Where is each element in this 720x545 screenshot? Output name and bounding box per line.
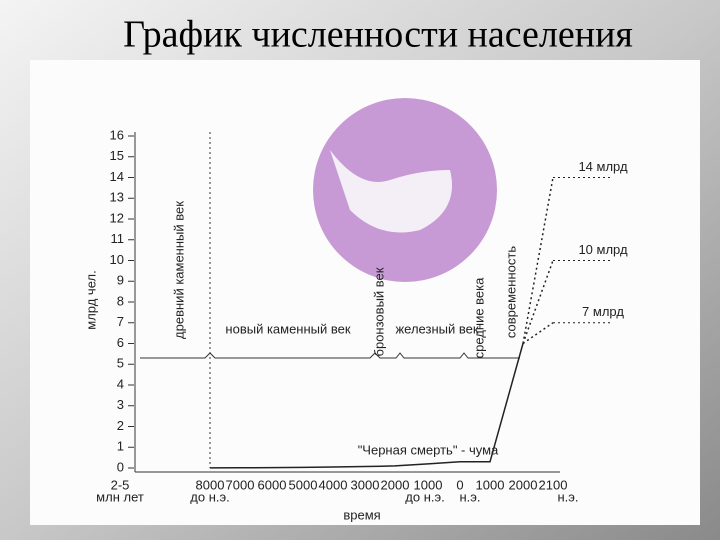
- annotation: древний каменный век: [171, 201, 186, 339]
- y-tick-label: 15: [110, 148, 124, 163]
- annotation: современность: [503, 246, 518, 338]
- population-line: [522, 322, 554, 345]
- data-label: 10 млрд: [578, 242, 628, 257]
- x-tick-label: 6000: [258, 477, 287, 492]
- x-axis-label: время: [343, 507, 380, 522]
- era-brace: [140, 352, 520, 359]
- globe-cloud: [330, 150, 452, 233]
- data-label: 14 млрд: [578, 159, 628, 174]
- x-sublabel: млн лет: [96, 489, 144, 504]
- annotation: новый каменный век: [225, 321, 350, 336]
- x-tick-label: 1000: [414, 477, 443, 492]
- y-tick-label: 2: [117, 418, 124, 433]
- data-label: 7 млрд: [582, 304, 624, 319]
- x-tick-label: 7000: [226, 477, 255, 492]
- y-tick-label: 4: [117, 376, 124, 391]
- x-tick-label: 0: [456, 477, 463, 492]
- population-line: [209, 343, 524, 469]
- y-tick-label: 1: [117, 439, 124, 454]
- x-tick-label: 2100: [539, 477, 568, 492]
- x-tick-label: 8000: [196, 477, 225, 492]
- y-tick-label: 3: [117, 397, 124, 412]
- y-tick-label: 0: [117, 459, 124, 474]
- annotation: средние века: [471, 277, 486, 359]
- x-tick-label: 2000: [509, 477, 538, 492]
- y-tick-label: 8: [117, 293, 124, 308]
- y-tick-label: 16: [110, 127, 124, 142]
- y-tick-label: 11: [111, 231, 125, 246]
- x-tick-label: 5000: [289, 477, 318, 492]
- x-tick-label: 4000: [319, 477, 348, 492]
- x-sublabel: н.э.: [557, 489, 578, 504]
- annotation: железный век: [395, 321, 478, 336]
- y-axis-label: млрд чел.: [83, 270, 98, 329]
- y-tick-label: 6: [117, 335, 124, 350]
- x-tick-label: 1000: [476, 477, 505, 492]
- y-tick-label: 7: [117, 314, 124, 329]
- y-tick-label: 9: [117, 273, 124, 288]
- chart-title: График численности населения: [123, 14, 633, 56]
- annotation: бронзовый век: [371, 267, 386, 356]
- x-tick-label: 2000: [381, 477, 410, 492]
- x-sublabel: до н.э.: [190, 489, 229, 504]
- population-line: [522, 177, 554, 344]
- y-tick-label: 5: [117, 356, 124, 371]
- annotation: "Черная смерть" - чума: [358, 442, 499, 457]
- y-tick-label: 14: [110, 169, 124, 184]
- x-sublabel: н.э.: [459, 489, 480, 504]
- x-tick-label: 2-5: [111, 477, 130, 492]
- x-tick-label: 3000: [351, 477, 380, 492]
- y-tick-label: 13: [110, 190, 124, 205]
- y-tick-label: 10: [110, 252, 124, 267]
- y-tick-label: 12: [110, 210, 124, 225]
- x-sublabel: до н.э.: [405, 489, 444, 504]
